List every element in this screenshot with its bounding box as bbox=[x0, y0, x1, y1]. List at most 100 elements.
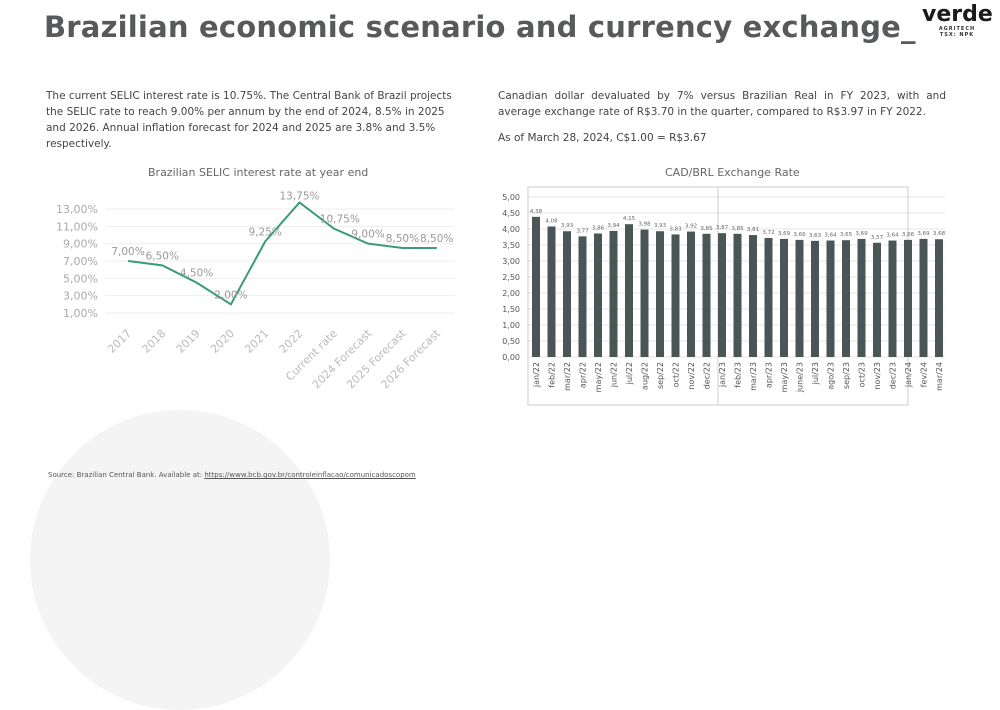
y-tick-label: 2,00 bbox=[502, 289, 520, 298]
data-label: 3,85 bbox=[731, 226, 744, 232]
bar bbox=[563, 231, 571, 357]
data-label: 3,65 bbox=[840, 232, 853, 238]
x-tick-label: feb/23 bbox=[734, 362, 743, 388]
x-tick-label: jun/22 bbox=[610, 362, 619, 388]
data-label: 3,69 bbox=[778, 231, 791, 237]
bar bbox=[640, 229, 649, 357]
data-label: 3,93 bbox=[654, 223, 667, 229]
x-tick-label: mar/24 bbox=[935, 362, 944, 391]
x-tick-label: 2020 bbox=[208, 327, 237, 356]
data-label: 3,66 bbox=[793, 232, 806, 238]
data-label: 3,93 bbox=[561, 223, 574, 229]
data-label: 13,75% bbox=[279, 191, 319, 203]
logo-ticker: TSX: NPK bbox=[939, 32, 975, 38]
y-tick-label: 11,00% bbox=[56, 220, 98, 233]
x-tick-label: mar/23 bbox=[749, 362, 758, 391]
y-tick-label: 13,00% bbox=[56, 203, 98, 216]
data-label: 2,00% bbox=[214, 289, 247, 301]
bar bbox=[826, 240, 835, 357]
data-label: 9,00% bbox=[351, 229, 384, 241]
y-tick-label: 4,50 bbox=[502, 209, 520, 218]
y-tick-label: 7,00% bbox=[63, 255, 98, 268]
x-tick-label: oct/22 bbox=[672, 362, 681, 387]
data-label: 3,57 bbox=[871, 235, 884, 241]
x-tick-label: dec/23 bbox=[889, 362, 898, 389]
data-label: 3,81 bbox=[747, 227, 759, 233]
data-label: 3,69 bbox=[917, 231, 930, 237]
data-label: 9,25% bbox=[249, 227, 282, 239]
x-tick-label: nov/22 bbox=[687, 362, 696, 390]
x-tick-label: dec/22 bbox=[703, 362, 712, 389]
data-label: 4,15 bbox=[623, 216, 636, 222]
x-tick-label: 2019 bbox=[174, 327, 203, 356]
bar bbox=[718, 233, 726, 357]
bar bbox=[780, 238, 788, 357]
fx-rate-text: As of March 28, 2024, C$1.00 = R$3.67 bbox=[498, 132, 707, 144]
data-label: 4,38 bbox=[530, 209, 543, 215]
x-tick-label: 2021 bbox=[242, 327, 271, 356]
bar bbox=[702, 233, 711, 357]
x-tick-label: 2017 bbox=[105, 327, 134, 356]
data-label: 3,94 bbox=[607, 223, 620, 229]
bar bbox=[671, 234, 680, 357]
x-tick-label: 2025 Forecast bbox=[344, 326, 409, 391]
y-tick-label: 2,50 bbox=[502, 273, 520, 282]
selic-line-chart: 1,00% 3,00% 5,00% 7,00% 9,00% 11,00% 13,00% 7,0… bbox=[56, 191, 455, 391]
bar bbox=[733, 233, 742, 357]
bar bbox=[532, 216, 540, 357]
selic-text: The current SELIC interest rate is 10.75… bbox=[46, 90, 452, 150]
bar bbox=[842, 240, 850, 357]
data-label: 3,72 bbox=[762, 230, 774, 236]
x-tick-label: jan/22 bbox=[532, 362, 541, 388]
data-label: 7,00% bbox=[111, 246, 144, 258]
bar bbox=[873, 242, 881, 357]
logo-name: verde bbox=[922, 2, 993, 27]
bar bbox=[795, 239, 804, 357]
y-tick-label: 1,00% bbox=[63, 307, 98, 320]
bar bbox=[625, 224, 633, 357]
fx-text: Canadian dollar devaluated by 7% versus … bbox=[498, 90, 946, 118]
bar bbox=[594, 233, 602, 357]
x-tick-label: 2026 Forecast bbox=[378, 326, 443, 391]
data-label: 3,87 bbox=[716, 225, 729, 231]
x-tick-label: 2022 bbox=[277, 327, 306, 356]
bar bbox=[811, 240, 819, 357]
x-tick-label: fev/24 bbox=[920, 362, 929, 387]
bar bbox=[578, 236, 587, 357]
page-title: Brazilian economic scenario and currency… bbox=[44, 10, 916, 44]
x-tick-label: apr/23 bbox=[765, 362, 774, 388]
x-tick-label: may/23 bbox=[780, 362, 789, 392]
y-tick-label: 1,00 bbox=[502, 321, 520, 330]
data-label: 3,83 bbox=[669, 226, 682, 232]
bar bbox=[857, 238, 866, 357]
x-tick-label: jan/24 bbox=[904, 362, 913, 388]
bar bbox=[919, 238, 928, 357]
data-label: 3,85 bbox=[700, 226, 713, 232]
chart-border bbox=[527, 186, 909, 406]
x-tick-label: sep/22 bbox=[656, 362, 665, 389]
y-tick-label: 0,00 bbox=[502, 353, 520, 362]
y-tick-label: 3,00% bbox=[63, 290, 98, 303]
selic-chart-title: Brazilian SELIC interest rate at year en… bbox=[148, 166, 369, 179]
x-tick-label: oct/23 bbox=[858, 362, 867, 387]
footer-label: Source: Brazilian Central Bank. Availabl… bbox=[48, 471, 205, 479]
x-tick-label: sep/23 bbox=[842, 362, 851, 389]
bar bbox=[935, 239, 943, 357]
data-label: 3,64 bbox=[824, 233, 837, 239]
x-tick-label: apr/22 bbox=[579, 362, 588, 388]
x-tick-label: may/22 bbox=[594, 362, 603, 392]
data-label: 4,08 bbox=[545, 218, 558, 224]
y-tick-label: 4,00 bbox=[502, 225, 520, 234]
data-label: 8,50% bbox=[386, 233, 419, 245]
x-tick-label: 2018 bbox=[139, 327, 168, 356]
bar bbox=[764, 237, 773, 357]
bar bbox=[687, 231, 695, 357]
data-label: 3,98 bbox=[638, 222, 651, 228]
y-tick-label: 3,50 bbox=[502, 241, 520, 250]
source-link[interactable]: https://www.bcb.gov.br/controleinflacao/… bbox=[204, 471, 416, 479]
bar bbox=[888, 240, 897, 357]
data-label: 3,86 bbox=[592, 225, 605, 231]
x-tick-label: aug/22 bbox=[641, 362, 650, 390]
fx-chart-title: CAD/BRL Exchange Rate bbox=[665, 166, 800, 179]
y-tick-label: 0,50 bbox=[502, 337, 520, 346]
